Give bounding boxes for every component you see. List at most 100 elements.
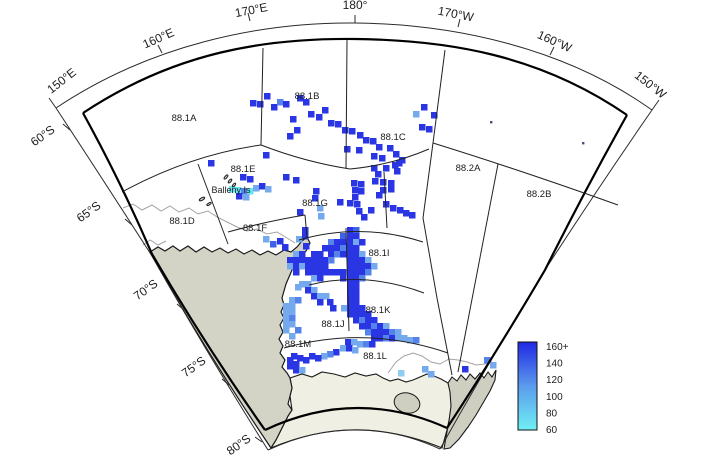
catch-cell — [365, 269, 372, 276]
catch-cell — [356, 147, 363, 154]
longitude-label: 180° — [343, 0, 368, 12]
catch-cell — [395, 335, 402, 342]
catch-cell — [347, 227, 354, 234]
subarea-label: 88.2B — [527, 189, 552, 200]
catch-cell — [311, 257, 318, 264]
catch-cell — [265, 186, 272, 193]
catch-cell — [353, 233, 360, 240]
catch-cell — [287, 263, 294, 270]
catch-cell — [347, 311, 354, 318]
catch-cell — [347, 239, 354, 246]
catch-cell — [340, 345, 347, 352]
catch-cell — [299, 257, 306, 264]
catch-cell — [377, 323, 384, 330]
catch-cell — [347, 251, 354, 258]
subarea-label: 88.1C — [380, 132, 405, 143]
boundary-165e — [197, 163, 229, 245]
arc-881e-881f — [227, 214, 306, 233]
catch-cell — [352, 194, 359, 201]
boundary-881a-881b — [260, 47, 264, 146]
latitude-label: 75°S — [179, 353, 208, 380]
catch-cell — [431, 112, 438, 119]
catch-cell — [240, 174, 247, 181]
catch-cell — [302, 227, 309, 234]
catch-cell — [421, 104, 428, 111]
subarea-label: 88.1B — [295, 91, 320, 102]
catch-cell — [365, 257, 372, 264]
catch-cell — [347, 287, 354, 294]
catch-cell — [383, 165, 390, 172]
subarea-label: 88.1I — [368, 248, 389, 259]
arc-881i-881k — [308, 279, 425, 294]
longitude-label: 160°W — [535, 28, 574, 56]
catch-cell — [368, 207, 375, 214]
catch-cell — [287, 363, 294, 370]
outline-top-arc — [82, 37, 628, 116]
catch-cell — [371, 329, 378, 336]
boundary-881j-881k — [345, 227, 350, 332]
catch-cell — [290, 116, 297, 123]
catch-cell — [293, 177, 300, 184]
catch-cell — [340, 275, 347, 282]
catch-cell — [208, 160, 215, 167]
catch-cell — [383, 329, 390, 336]
catch-cell — [353, 293, 360, 300]
catch-cell — [295, 297, 302, 304]
catch-cell — [323, 293, 330, 300]
catch-cell — [346, 345, 353, 352]
latitude-label: 80°S — [224, 431, 253, 458]
catch-cell — [337, 199, 344, 206]
catch-cell — [340, 269, 347, 276]
legend-value-labels: 160+ 140 120 100 80 60 — [546, 342, 569, 436]
catch-cell — [299, 251, 306, 258]
catch-cell — [353, 281, 360, 288]
catch-cell — [291, 353, 298, 360]
catch-cell — [305, 257, 312, 264]
catch-cell — [353, 245, 360, 252]
boundary-882a-882b — [457, 163, 499, 373]
catch-cell — [328, 239, 335, 246]
islets — [198, 174, 237, 206]
arc-882-north — [432, 142, 619, 206]
subarea-label: 88.1G — [302, 198, 328, 209]
catch-cell — [370, 138, 377, 145]
balleny-islet-3 — [231, 182, 237, 188]
catch-cell — [283, 174, 290, 181]
catch-cell — [318, 213, 325, 220]
catch-cell — [383, 323, 390, 330]
catch-cell — [317, 299, 324, 306]
catch-cell — [359, 251, 366, 258]
catch-cell — [303, 243, 310, 250]
arc-65s-mid — [260, 144, 351, 170]
catch-cell — [294, 127, 301, 134]
catch-cell — [322, 269, 329, 276]
catch-cell — [347, 233, 354, 240]
catch-cell — [347, 200, 354, 207]
catch-cell — [403, 210, 410, 217]
catch-cell — [289, 297, 296, 304]
catch-cell — [312, 195, 319, 202]
catch-cell — [297, 95, 304, 102]
catch-cell — [359, 269, 366, 276]
arc-65s-west — [121, 144, 262, 193]
catch-cell — [271, 104, 278, 111]
catch-cell — [303, 357, 310, 364]
place-labels: Balleny Is — [211, 185, 251, 195]
catch-cell — [353, 305, 360, 312]
catch-cell — [321, 353, 328, 360]
catch-cell — [315, 355, 322, 362]
longitude-label: 150°W — [632, 68, 670, 102]
catch-cell — [361, 214, 368, 221]
catch-cell — [407, 337, 414, 344]
catch-cell — [335, 121, 342, 128]
catch-cell — [376, 192, 383, 199]
subarea-label: 88.1M — [285, 339, 311, 350]
latitude-label: 70°S — [131, 276, 160, 303]
subarea-label: 88.1K — [366, 305, 391, 316]
catch-cell — [353, 227, 360, 234]
subarea-label: 88.1J — [321, 319, 344, 330]
catch-cell — [428, 371, 435, 378]
catch-cell — [340, 251, 347, 258]
